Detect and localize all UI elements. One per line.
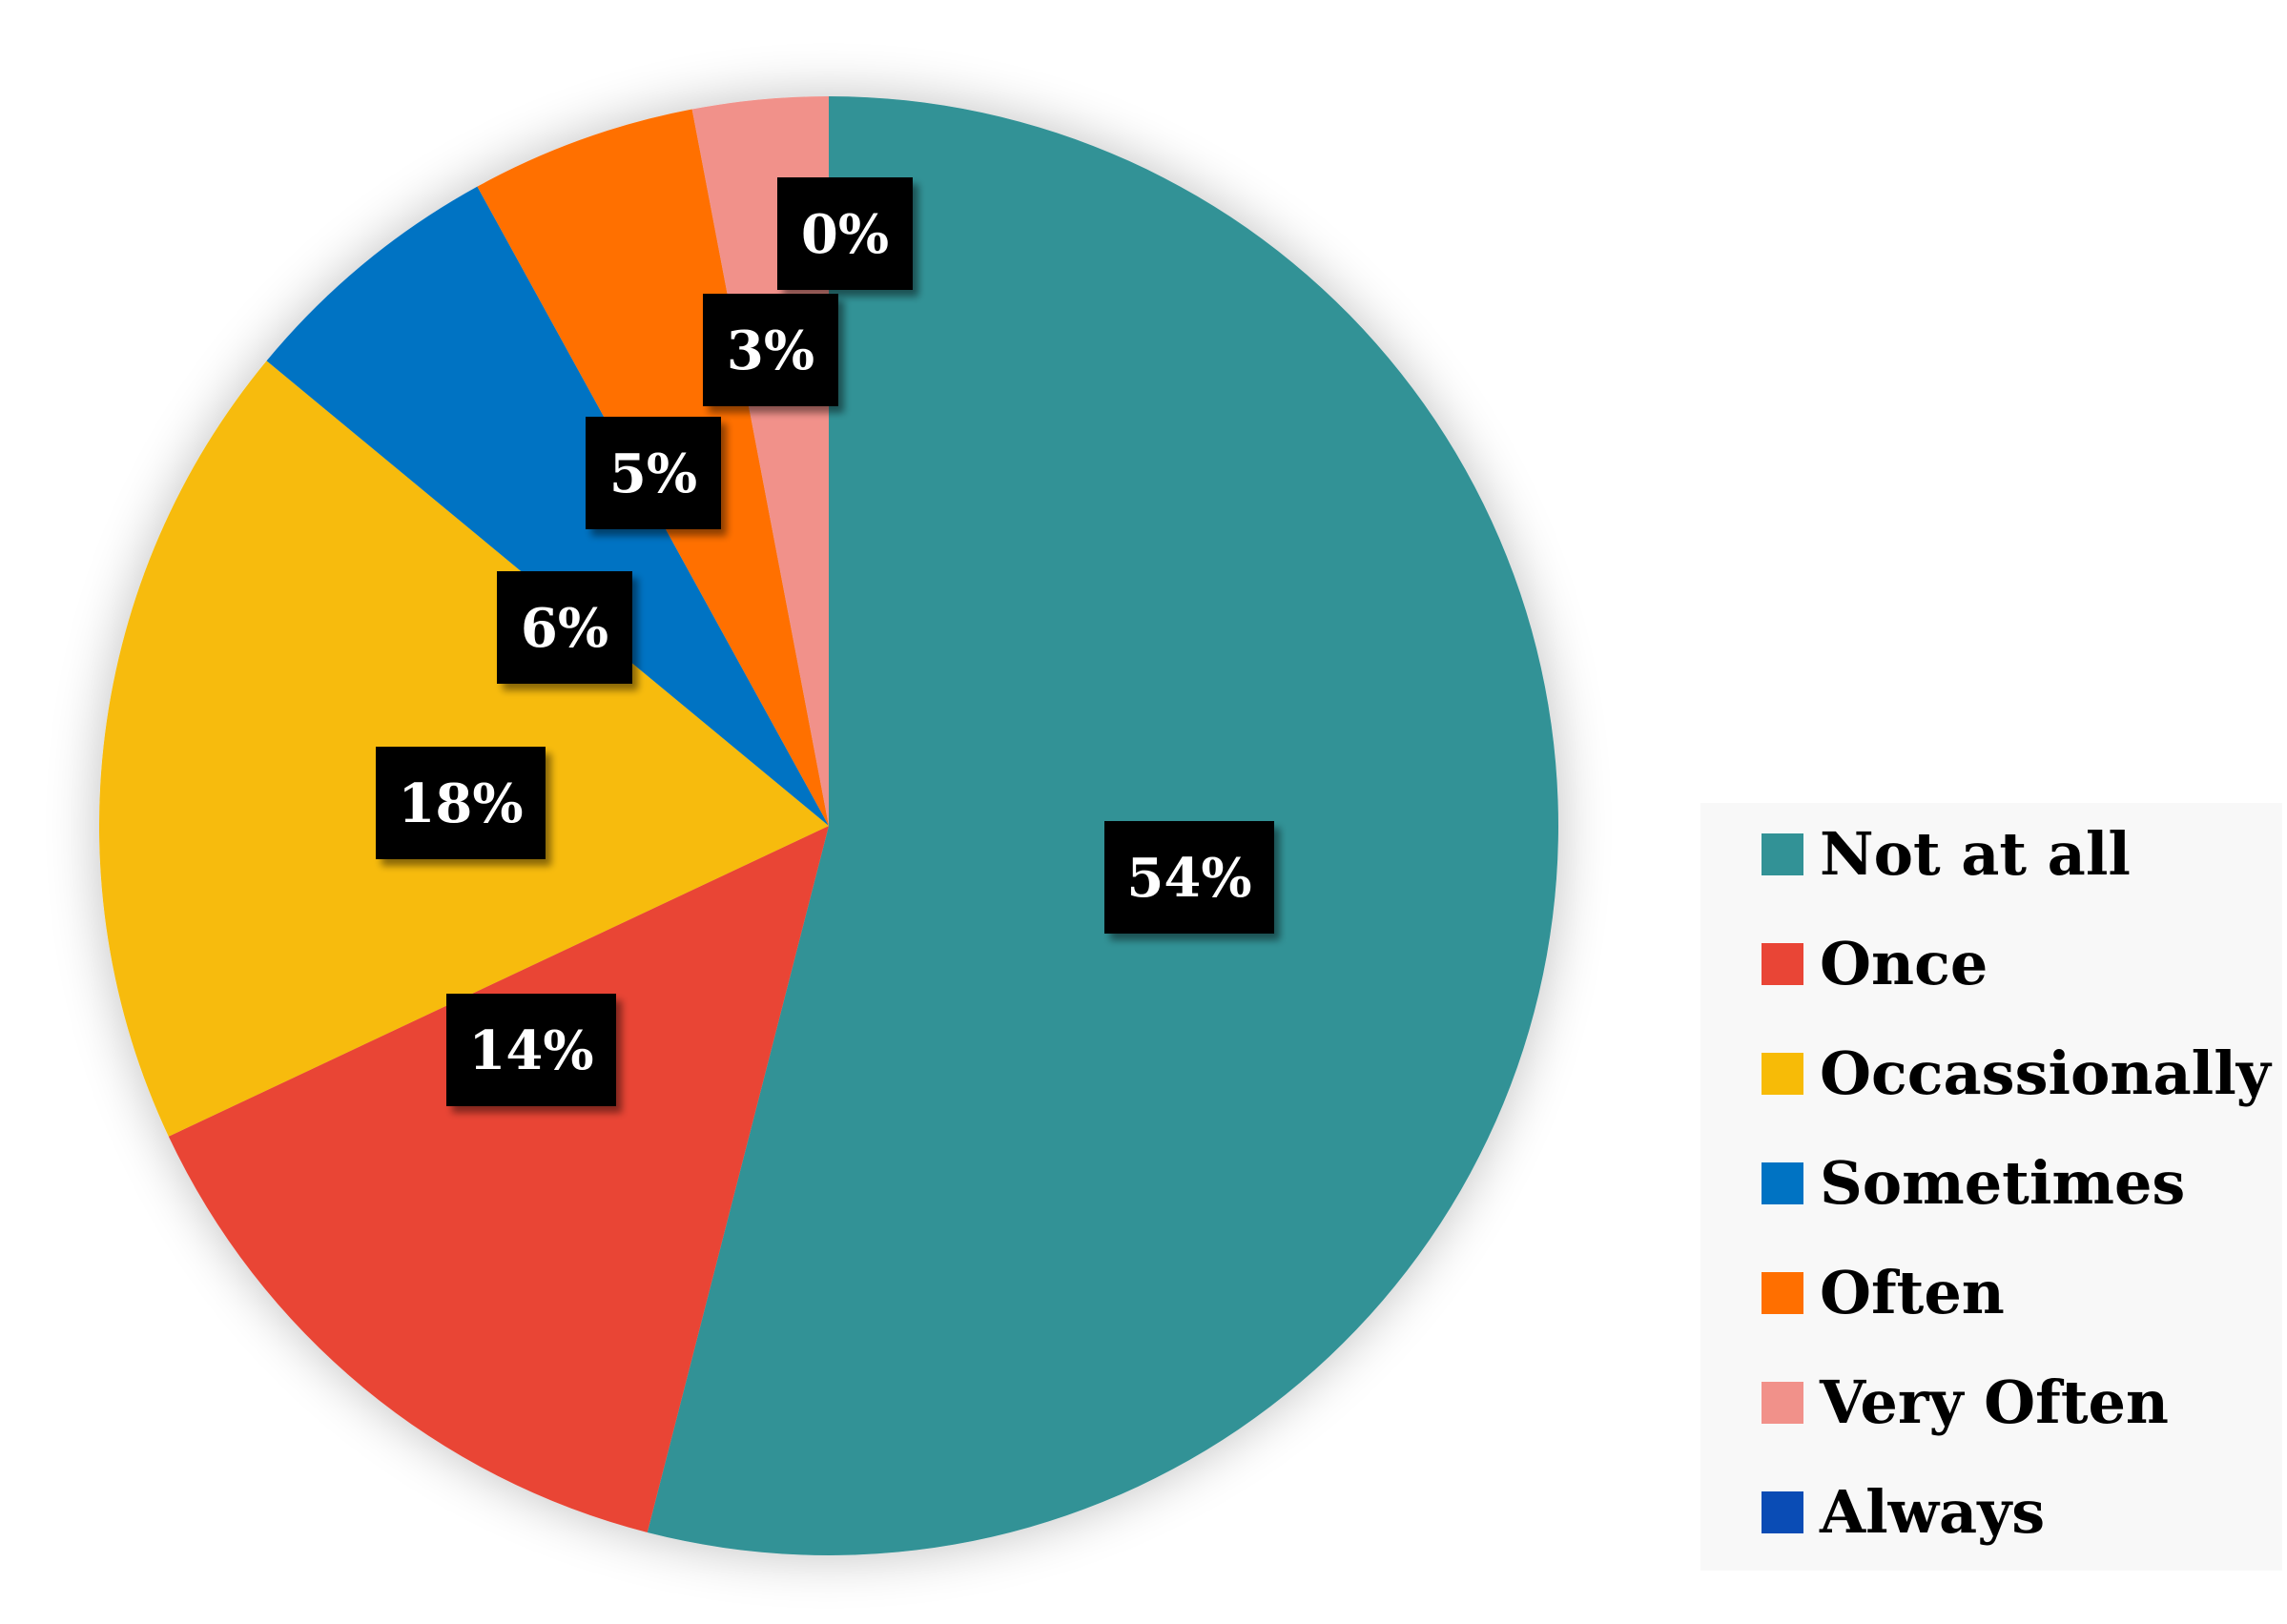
data-label-box xyxy=(777,177,913,290)
pie-slice-not-at-all xyxy=(647,96,1559,1555)
data-label-text: 5% xyxy=(609,442,697,505)
data-label-text: 0% xyxy=(801,203,889,266)
legend-label: Often xyxy=(1820,1258,2005,1327)
legend: Not at all Once Occassionally Sometimes Ofte… xyxy=(1700,803,2282,1571)
legend-item-once: Once xyxy=(1762,929,1988,998)
legend-swatch xyxy=(1762,1053,1803,1095)
data-label-box xyxy=(586,417,721,529)
data-label-text: 6% xyxy=(521,597,608,660)
data-label-sometimes: 6% xyxy=(497,571,632,684)
pie-slice-once xyxy=(168,826,829,1532)
data-label-box xyxy=(497,571,632,684)
data-label-not-at-all: 54% xyxy=(1104,821,1274,934)
legend-item-often: Often xyxy=(1762,1258,2005,1327)
legend-swatch xyxy=(1762,1272,1803,1314)
data-label-text: 54% xyxy=(1126,847,1251,910)
data-label-occassionally: 18% xyxy=(376,747,546,859)
legend-label: Not at all xyxy=(1820,819,2131,889)
data-label-text: 14% xyxy=(468,1019,593,1082)
legend-swatch xyxy=(1762,943,1803,985)
legend-swatch xyxy=(1762,1162,1803,1204)
legend-label: Once xyxy=(1820,929,1988,998)
data-label-often: 5% xyxy=(586,417,721,529)
legend-swatch xyxy=(1762,1382,1803,1424)
legend-label: Sometimes xyxy=(1820,1148,2185,1218)
data-label-text: 18% xyxy=(398,772,523,835)
data-label-very-often: 3% xyxy=(703,294,838,406)
data-label-box xyxy=(376,747,546,859)
legend-item-sometimes: Sometimes xyxy=(1762,1148,2185,1218)
legend-label: Occassionally xyxy=(1820,1038,2273,1108)
legend-swatch xyxy=(1762,833,1803,875)
data-label-box xyxy=(1104,821,1274,934)
legend-item-occassionally: Occassionally xyxy=(1762,1038,2273,1108)
data-labels: 54% 14% 18% 6% 5% 3% 0% xyxy=(376,177,1274,1106)
legend-label: Always xyxy=(1819,1477,2045,1547)
data-label-box xyxy=(703,294,838,406)
legend-swatch xyxy=(1762,1491,1803,1533)
pie-slice-sometimes xyxy=(266,186,829,827)
legend-label: Very Often xyxy=(1819,1367,2169,1437)
data-label-once: 14% xyxy=(446,994,616,1106)
data-label-box xyxy=(446,994,616,1106)
legend-item-always: Always xyxy=(1762,1477,2045,1547)
legend-item-very-often: Very Often xyxy=(1762,1367,2169,1437)
data-label-text: 3% xyxy=(727,319,814,382)
legend-item-not-at-all: Not at all xyxy=(1762,819,2131,889)
data-label-always: 0% xyxy=(777,177,913,290)
